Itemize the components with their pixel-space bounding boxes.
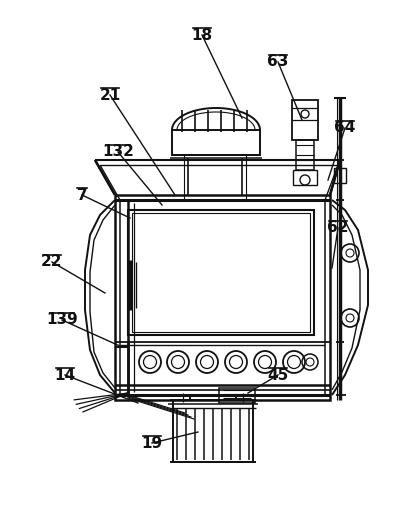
Bar <box>172 130 260 155</box>
Text: 7: 7 <box>77 188 87 202</box>
Text: 19: 19 <box>142 436 162 450</box>
Text: 62: 62 <box>327 220 349 236</box>
Text: 132: 132 <box>102 145 134 160</box>
Text: 139: 139 <box>46 313 78 328</box>
Text: 18: 18 <box>192 28 212 43</box>
Bar <box>293 170 317 185</box>
Text: 14: 14 <box>54 368 76 383</box>
Bar <box>219 388 255 403</box>
Text: 21: 21 <box>99 87 121 102</box>
Bar <box>292 100 318 140</box>
Text: 22: 22 <box>41 254 63 269</box>
Text: 45: 45 <box>267 368 289 383</box>
Bar <box>173 400 253 462</box>
Bar <box>296 140 314 170</box>
Bar <box>128 210 314 335</box>
Text: 63: 63 <box>267 55 289 70</box>
Text: 64: 64 <box>334 121 356 136</box>
Bar <box>132 213 310 332</box>
Bar <box>334 168 346 183</box>
